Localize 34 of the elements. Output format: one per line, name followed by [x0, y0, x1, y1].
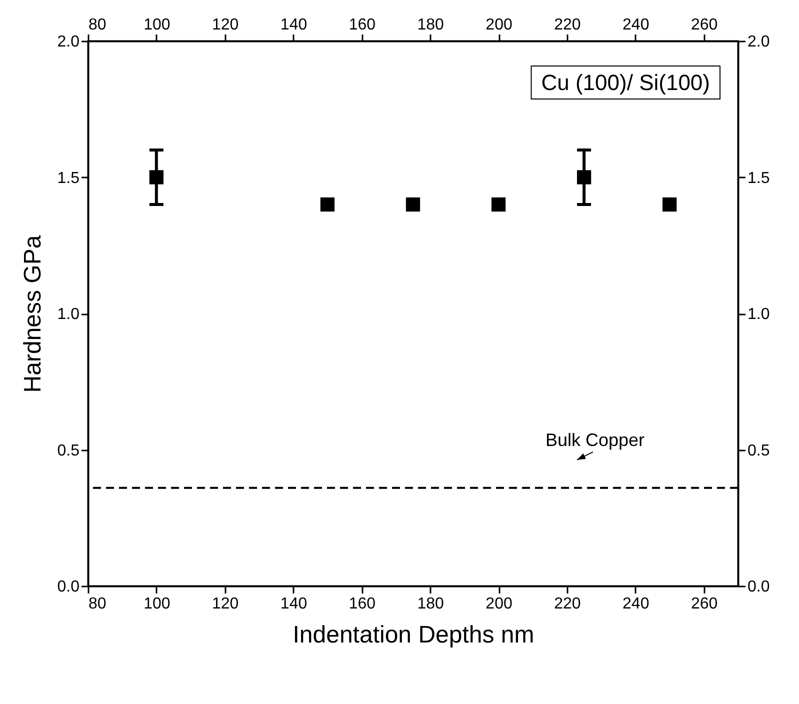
x-tick-label: 100 [144, 16, 170, 34]
x2-tick-label: 140 [280, 596, 308, 612]
x2-tick-label: 200 [486, 596, 512, 612]
y-tick-label: 0.5 [57, 442, 80, 460]
x-tick-label: 160 [348, 16, 376, 34]
y-axis-title: Hardness GPa [19, 234, 46, 393]
x-tick-label: 140 [280, 16, 308, 34]
ref-line-label: Bulk Copper [545, 430, 645, 450]
y2-tick-label: 1.0 [748, 306, 770, 323]
y-tick-label: 2.0 [57, 34, 80, 50]
y-tick-label: 1.5 [57, 170, 80, 187]
x-tick-label: 240 [622, 16, 650, 34]
x2-tick-label: 260 [690, 596, 718, 612]
x2-tick-label: 180 [417, 596, 444, 612]
x2-tick-label: 100 [144, 596, 170, 612]
annotation: Cu (100)/ Si(100) [541, 70, 710, 95]
x-tick-label: 220 [554, 16, 581, 34]
x2-tick-label: 120 [212, 596, 239, 612]
x-axis-title: Indentation Depths nm [292, 622, 534, 648]
y2-tick-label: 0.0 [748, 578, 770, 596]
x-tick-label: 80 [88, 16, 106, 34]
x-tick-label: 120 [212, 16, 239, 34]
x2-tick-label: 240 [622, 596, 650, 612]
x2-tick-label: 160 [348, 596, 376, 612]
y2-tick-label: 2.0 [748, 34, 770, 50]
y2-tick-label: 0.5 [748, 442, 770, 460]
x-tick-label: 200 [486, 16, 512, 34]
y-tick-label: 1.0 [57, 306, 80, 323]
y2-tick-label: 1.5 [748, 170, 770, 187]
x-tick-label: 260 [690, 16, 718, 34]
x2-tick-label: 220 [554, 596, 581, 612]
x2-tick-label: 80 [88, 596, 106, 612]
y-tick-label: 0.0 [57, 578, 80, 596]
x-tick-label: 180 [417, 16, 444, 34]
